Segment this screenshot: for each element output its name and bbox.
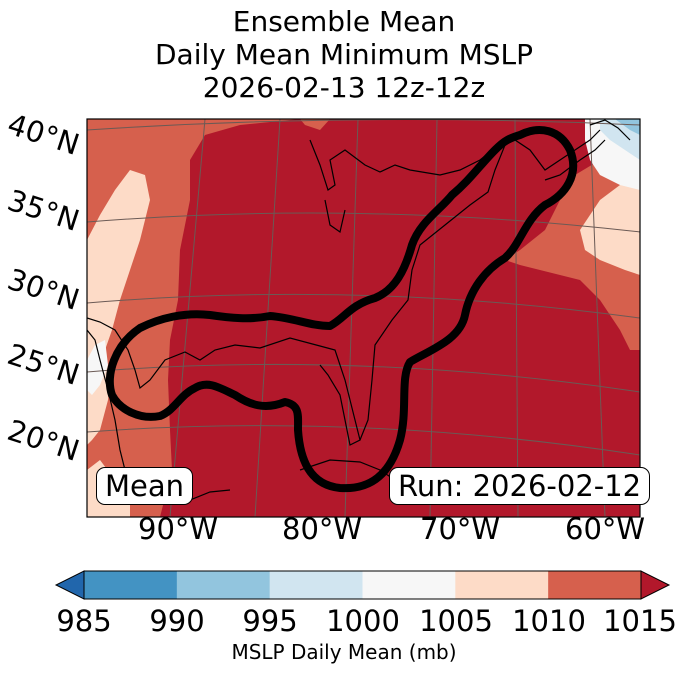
colorbar-extend-low — [54, 570, 85, 600]
colorbar-tick-1000: 1000 — [326, 604, 400, 638]
lon-label-80: 80°W — [282, 512, 363, 546]
colorbar-bin-4 — [455, 571, 549, 599]
meridian-80 — [344, 119, 359, 517]
colorbar-tick-1015: 1015 — [603, 604, 677, 638]
coastlines — [87, 119, 631, 501]
parallel-40 — [87, 119, 640, 131]
colorbar-bin-1 — [176, 571, 271, 599]
nova-scotia — [544, 139, 606, 181]
run-date-badge: Run: 2026-02-12 — [389, 467, 651, 505]
colorbar-bin-0 — [84, 571, 178, 599]
lon-label-70: 70°W — [420, 512, 501, 546]
ensemble-mean-badge: Mean — [96, 467, 194, 505]
colorbar-tick-985: 985 — [56, 604, 112, 638]
field-1005-1010-topleft — [300, 119, 330, 130]
gulf-coast — [87, 317, 361, 446]
meridian-75 — [429, 119, 438, 517]
colorbar-bin-3 — [362, 571, 456, 599]
parallel-35 — [87, 212, 640, 233]
colorbar-bin-2 — [269, 571, 363, 599]
colorbar-label: MSLP Daily Mean (mb) — [231, 640, 457, 664]
map-frame — [86, 118, 641, 518]
lake-michigan — [324, 199, 346, 234]
field-985-990-ne — [615, 119, 640, 135]
field-995-1000-west — [87, 340, 108, 395]
lon-label-90: 90°W — [138, 512, 219, 546]
colorbar-tick-1005: 1005 — [419, 604, 493, 638]
colorbar-tick-1010: 1010 — [512, 604, 586, 638]
colorbar-tick-995: 995 — [242, 604, 298, 638]
nf-coast — [589, 119, 631, 141]
mexico-coast — [87, 329, 231, 501]
parallel-25 — [87, 363, 640, 393]
colorbar-extend-high — [640, 570, 671, 600]
colorbar-tick-990: 990 — [149, 604, 205, 638]
title-line-3: 2026-02-13 12z-12z — [202, 71, 486, 104]
contour-1010 — [105, 126, 578, 493]
title-line-2: Daily Mean Minimum MSLP — [154, 38, 533, 71]
graticule — [87, 119, 640, 517]
lon-label-60: 60°W — [565, 512, 646, 546]
atlantic-coast — [359, 129, 601, 441]
colorbar-bin-5 — [548, 571, 642, 599]
meridian-65 — [589, 119, 606, 517]
meridian-70 — [514, 119, 519, 517]
title-line-1: Ensemble Mean — [232, 5, 456, 38]
great-lakes — [309, 139, 506, 191]
parallel-20 — [87, 425, 640, 456]
parallel-30 — [87, 293, 640, 319]
colorbar-frame — [83, 570, 642, 600]
